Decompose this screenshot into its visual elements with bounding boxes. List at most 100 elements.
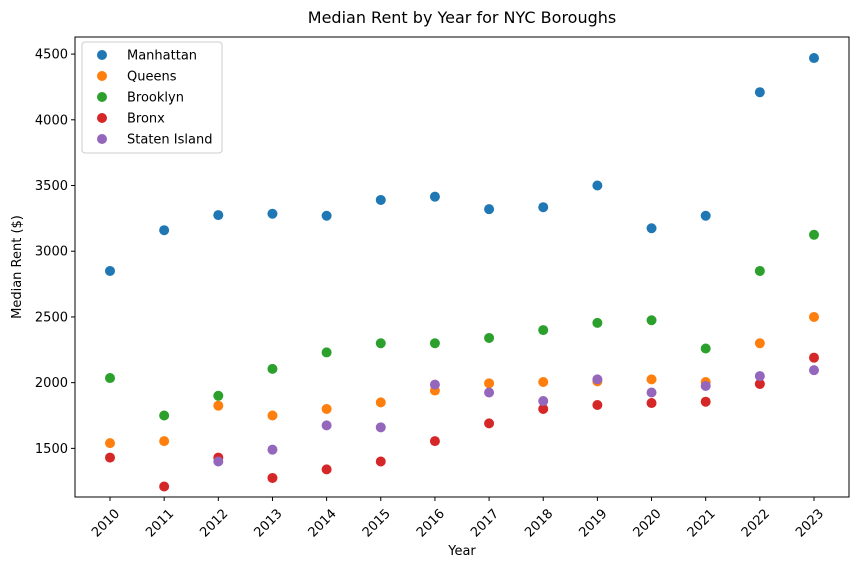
series-staten-island xyxy=(213,365,819,467)
data-point xyxy=(592,317,603,328)
legend-label: Brooklyn xyxy=(127,91,184,106)
data-point xyxy=(375,456,386,467)
legend-box xyxy=(81,41,223,154)
data-point xyxy=(592,374,603,385)
data-point xyxy=(375,397,386,408)
data-point xyxy=(646,387,657,398)
data-point xyxy=(321,420,332,431)
x-tick-label: 2017 xyxy=(468,506,502,540)
y-tick-label: 2500 xyxy=(35,310,68,325)
x-tick-label: 2015 xyxy=(360,506,394,540)
data-point xyxy=(700,210,711,221)
data-point xyxy=(809,311,819,322)
y-tick-label: 2000 xyxy=(35,376,68,391)
x-tick-label: 2022 xyxy=(739,506,773,540)
data-point xyxy=(105,452,115,463)
data-point xyxy=(484,418,495,429)
data-point xyxy=(321,403,332,414)
data-point xyxy=(267,363,278,374)
legend-label: Queens xyxy=(127,70,177,85)
y-tick-label: 1500 xyxy=(35,442,68,457)
data-point xyxy=(754,378,765,389)
data-point xyxy=(538,396,549,407)
data-point xyxy=(646,223,657,234)
legend-marker xyxy=(97,134,107,144)
data-point xyxy=(429,191,440,202)
data-point xyxy=(321,210,332,221)
chart-title: Median Rent by Year for NYC Boroughs xyxy=(308,8,616,27)
y-tick-label: 4500 xyxy=(35,48,68,63)
x-tick-label: 2018 xyxy=(522,506,556,540)
x-tick-label: 2012 xyxy=(197,506,231,540)
x-tick-label: 2010 xyxy=(89,506,123,540)
data-point xyxy=(538,377,549,387)
data-point xyxy=(159,436,170,447)
x-tick-label: 2014 xyxy=(306,506,340,540)
series-manhattan xyxy=(105,53,819,276)
data-point xyxy=(105,438,115,449)
data-point xyxy=(538,202,549,213)
data-point xyxy=(646,374,657,385)
x-tick-label: 2011 xyxy=(143,506,177,540)
data-point xyxy=(754,87,765,98)
data-point xyxy=(321,464,332,475)
legend-marker xyxy=(97,92,107,102)
data-point xyxy=(809,53,819,64)
data-point xyxy=(754,371,765,382)
data-point xyxy=(213,400,224,411)
legend-marker xyxy=(97,50,107,60)
data-point xyxy=(429,379,440,390)
legend: Manhattan Queens Brooklyn Bronx Staten Islan… xyxy=(81,41,223,154)
data-point xyxy=(429,338,440,349)
data-point xyxy=(700,380,711,391)
data-point xyxy=(429,436,440,447)
data-point xyxy=(267,472,278,483)
data-point xyxy=(809,229,819,240)
y-tick-label: 4000 xyxy=(35,113,68,128)
data-point xyxy=(375,338,386,349)
series-brooklyn xyxy=(105,229,819,421)
data-point xyxy=(484,204,495,215)
data-point xyxy=(321,347,332,358)
legend-label: Staten Island xyxy=(127,133,212,148)
y-tick-label: 3000 xyxy=(35,245,68,260)
data-point xyxy=(267,444,278,455)
data-point xyxy=(159,225,170,236)
data-point xyxy=(646,398,657,409)
x-tick-label: 2021 xyxy=(685,506,719,540)
y-axis-title: Median Rent ($) xyxy=(10,215,25,319)
legend-marker xyxy=(97,113,107,123)
data-point xyxy=(105,265,115,276)
data-point xyxy=(538,325,549,336)
data-point xyxy=(754,265,765,276)
data-point xyxy=(484,378,495,389)
series-queens xyxy=(105,311,819,449)
data-point xyxy=(592,400,603,410)
data-point xyxy=(646,315,657,326)
x-tick-label: 2020 xyxy=(631,506,665,540)
data-point xyxy=(700,396,711,407)
data-point xyxy=(213,210,224,221)
data-point xyxy=(375,194,386,205)
data-point xyxy=(700,343,711,354)
y-tick-label: 3500 xyxy=(35,179,68,194)
data-point xyxy=(159,481,170,492)
data-point xyxy=(592,180,603,191)
x-axis-title: Year xyxy=(447,544,476,559)
data-point xyxy=(213,390,224,401)
plot-frame xyxy=(74,36,850,498)
data-point xyxy=(754,338,765,349)
legend-label: Manhattan xyxy=(127,49,197,64)
data-point xyxy=(538,403,549,414)
x-tick-label: 2019 xyxy=(576,506,610,540)
data-point xyxy=(484,332,495,343)
data-point xyxy=(809,365,819,376)
data-point xyxy=(484,387,495,398)
data-point xyxy=(159,410,170,421)
legend-label: Bronx xyxy=(127,112,165,127)
data-point xyxy=(267,208,278,219)
data-point xyxy=(809,352,819,363)
x-tick-label: 2016 xyxy=(414,506,448,540)
legend-marker xyxy=(97,71,107,81)
